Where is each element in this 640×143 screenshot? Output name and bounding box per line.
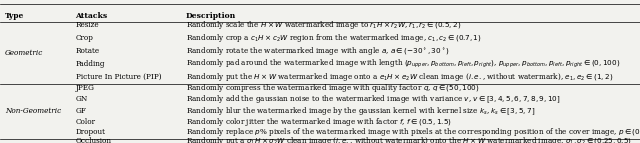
- Text: Color: Color: [76, 118, 95, 126]
- Text: Randomly rotate the watermarked image with angle $a$, $a \in (-30^\circ, 30^\cir: Randomly rotate the watermarked image wi…: [186, 45, 449, 57]
- Text: Attacks: Attacks: [76, 12, 108, 20]
- Text: Dropout: Dropout: [76, 128, 106, 136]
- Text: Occlusion: Occlusion: [76, 137, 111, 143]
- Text: Randomly color jitter the watermarked image with factor $f$, $f \in (0.5, 1.5)$: Randomly color jitter the watermarked im…: [186, 116, 452, 128]
- Text: Randomly compress the watermarked image with quality factor $q$, $q \in (50, 100: Randomly compress the watermarked image …: [186, 82, 479, 94]
- Text: Randomly blur the watermarked image by the gaussian kernel with kernel size $k_s: Randomly blur the watermarked image by t…: [186, 105, 535, 117]
- Text: Description: Description: [186, 12, 236, 20]
- Text: Randomly pad around the watermarked image with length $(p_{upper}, p_{bottom}, p: Randomly pad around the watermarked imag…: [186, 57, 620, 70]
- Text: JPEG: JPEG: [76, 84, 95, 92]
- Text: GN: GN: [76, 95, 88, 103]
- Text: Randomly scale the $H \times W$ watermarked image to $r_1H \times r_2W$, $r_1, r: Randomly scale the $H \times W$ watermar…: [186, 19, 461, 31]
- Text: Geometric: Geometric: [5, 49, 44, 57]
- Text: GF: GF: [76, 107, 86, 115]
- Text: Non-Geometric: Non-Geometric: [5, 107, 61, 115]
- Text: Randomly put a $\sigma_1 H \times \sigma_2 W$ clean image ($i.e.$, without water: Randomly put a $\sigma_1 H \times \sigma…: [186, 135, 632, 143]
- Text: Picture In Picture (PIP): Picture In Picture (PIP): [76, 73, 161, 81]
- Text: Randomly put the $H \times W$ watermarked image onto a $e_1H \times e_2W$ clean : Randomly put the $H \times W$ watermarke…: [186, 71, 613, 83]
- Text: Resize: Resize: [76, 21, 99, 29]
- Text: Randomly add the gaussian noise to the watermarked image with variance $v$, $v \: Randomly add the gaussian noise to the w…: [186, 93, 560, 105]
- Text: Randomly crop a $c_1H \times c_2W$ region from the watermarked image, $c_1, c_2 : Randomly crop a $c_1H \times c_2W$ regio…: [186, 32, 481, 44]
- Text: Rotate: Rotate: [76, 47, 100, 55]
- Text: Crop: Crop: [76, 34, 93, 42]
- Text: Padding: Padding: [76, 60, 105, 68]
- Text: Randomly replace $p$% pixels of the watermarked image with pixels at the corresp: Randomly replace $p$% pixels of the wate…: [186, 126, 640, 138]
- Text: Type: Type: [5, 12, 24, 20]
